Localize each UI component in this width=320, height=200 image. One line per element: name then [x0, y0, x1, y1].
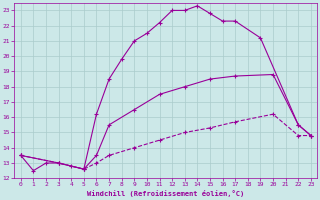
X-axis label: Windchill (Refroidissement éolien,°C): Windchill (Refroidissement éolien,°C) [87, 190, 244, 197]
